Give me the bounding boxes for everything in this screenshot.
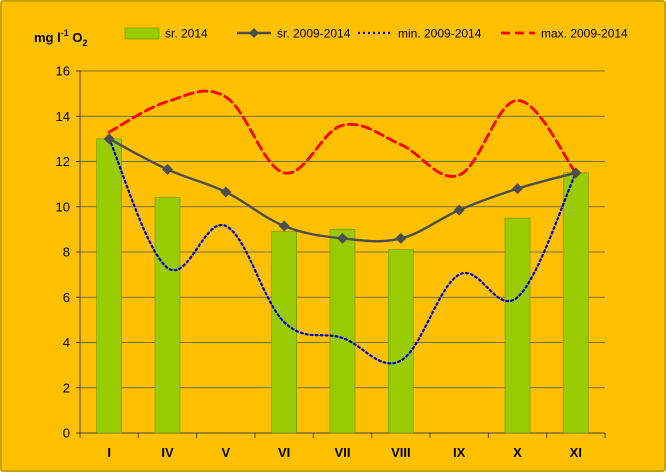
- x-tick-label: IX: [453, 445, 466, 460]
- mean-marker: [453, 204, 465, 216]
- y-tick-label: 2: [63, 380, 70, 395]
- mean-marker: [337, 232, 348, 244]
- x-tick-label: X: [513, 445, 522, 460]
- mean-marker: [220, 186, 232, 198]
- bar: [96, 138, 122, 434]
- legend-label: min. 2009-2014: [398, 27, 482, 41]
- x-tick-label: VIII: [391, 445, 411, 460]
- y-tick-label: 16: [56, 64, 70, 79]
- legend-label: śr. 2009-2014: [277, 27, 351, 41]
- legend-marker: [249, 28, 259, 38]
- mean-marker: [162, 163, 173, 175]
- x-tick-label: XI: [570, 445, 582, 460]
- mean-marker: [278, 220, 290, 232]
- legend-label: śr. 2014: [165, 27, 208, 41]
- x-tick-label: VI: [278, 445, 290, 460]
- bar: [154, 197, 181, 434]
- x-tick-label: IV: [161, 445, 174, 460]
- bar: [271, 231, 297, 434]
- mean-marker: [395, 232, 407, 244]
- bar: [329, 229, 356, 434]
- y-tick-label: 4: [63, 335, 70, 350]
- bar: [504, 217, 531, 434]
- x-tick-label: VII: [335, 445, 351, 460]
- mean-marker: [103, 133, 115, 145]
- mean-marker: [512, 183, 523, 195]
- max-line: [107, 89, 578, 178]
- y-tick-label: 8: [63, 245, 70, 260]
- x-tick-label: I: [107, 445, 111, 460]
- bar: [563, 172, 589, 434]
- y-axis-title: mg l-1 O2: [34, 28, 88, 48]
- x-tick-label: V: [221, 445, 230, 460]
- min-line: [108, 137, 577, 365]
- y-tick-label: 14: [56, 109, 70, 124]
- y-tick-label: 0: [63, 426, 70, 441]
- y-tick-label: 12: [56, 154, 70, 169]
- legend-swatch: [124, 27, 160, 40]
- mean-marker: [570, 167, 582, 179]
- y-tick-label: 10: [56, 199, 70, 214]
- y-tick-label: 6: [63, 290, 70, 305]
- bar: [388, 249, 414, 434]
- legend-label: max. 2009-2014: [541, 27, 628, 41]
